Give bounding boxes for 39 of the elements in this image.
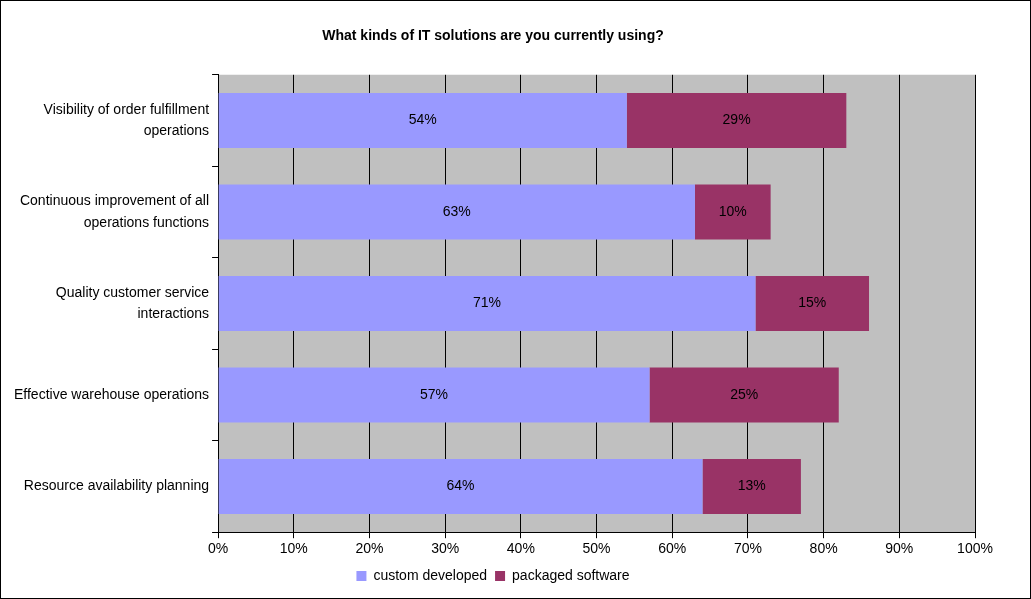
bar	[218, 459, 703, 514]
bar	[694, 184, 771, 240]
bar	[218, 184, 695, 240]
data-label: 64%	[446, 477, 475, 494]
x-tick-label: 80%	[809, 540, 838, 557]
data-label: 29%	[722, 111, 751, 128]
data-label: 63%	[442, 202, 471, 219]
bar	[218, 367, 650, 423]
x-tick-label: 60%	[658, 540, 687, 557]
y-tick-label: Effective warehouse operations	[13, 385, 210, 402]
x-tick-label: 70%	[733, 540, 762, 557]
bar	[626, 93, 847, 148]
legend-label: packaged software	[512, 566, 630, 583]
x-tick-label: 10%	[279, 540, 308, 557]
legend-label: custom developed	[373, 566, 488, 583]
data-label: 15%	[798, 294, 827, 311]
x-tick-label: 20%	[355, 540, 384, 557]
bar	[218, 93, 627, 148]
y-tick-label: Resource availability planning	[23, 477, 210, 494]
bar	[702, 459, 801, 514]
y-tick-label: Visibility of order fulfillment operations	[43, 100, 210, 139]
x-tick-label: 100%	[957, 540, 993, 557]
data-label: 71%	[473, 294, 502, 311]
bar	[755, 276, 870, 331]
data-label: 57%	[420, 385, 449, 402]
data-label: 54%	[408, 111, 437, 128]
chart-title: What kinds of IT solutions are you currently using?	[322, 27, 664, 44]
y-tick-label: Continuous improvement of all operations functions	[19, 192, 210, 230]
bar	[218, 276, 756, 331]
data-label: 10%	[718, 202, 747, 219]
bar	[649, 367, 839, 423]
y-tick-label: Quality customer service interactions	[55, 283, 210, 322]
x-tick-label: 50%	[582, 540, 611, 557]
x-tick-label: 90%	[885, 540, 914, 557]
x-tick-label: 30%	[431, 540, 460, 557]
x-tick-label: 0%	[207, 540, 229, 557]
x-tick-label: 40%	[506, 540, 535, 557]
data-label: 13%	[737, 477, 766, 494]
data-label: 25%	[730, 385, 759, 402]
